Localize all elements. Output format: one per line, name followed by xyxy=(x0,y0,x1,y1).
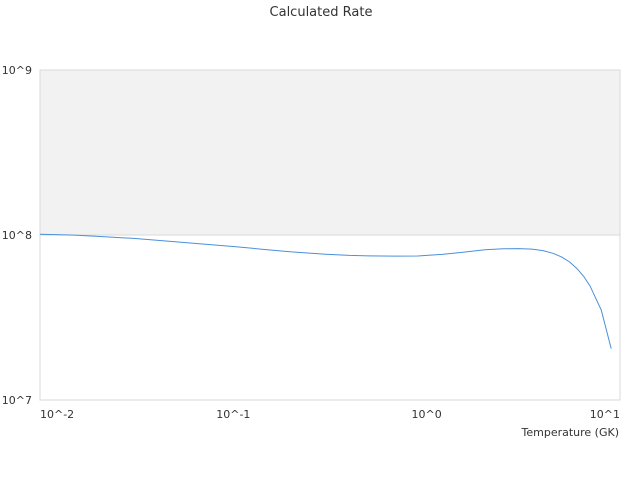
x-axis-label: Temperature (GK) xyxy=(521,426,620,439)
upper-decade-band xyxy=(40,70,620,235)
x-tick-labels: 10^-2 10^-1 10^0 10^1 xyxy=(40,408,620,421)
x-tick-label: 10^0 xyxy=(412,408,442,421)
y-tick-label: 10^7 xyxy=(2,394,32,407)
x-tick-label: 10^-2 xyxy=(40,408,74,421)
chart-title: Calculated Rate xyxy=(270,5,373,20)
plot-frame xyxy=(39,69,621,401)
x-tick-label: 10^-1 xyxy=(216,408,250,421)
y-tick-labels: 10^7 10^8 10^9 xyxy=(2,64,32,407)
y-tick-label: 10^8 xyxy=(2,229,32,242)
y-tick-label: 10^9 xyxy=(2,64,32,77)
series-line-rate xyxy=(39,233,612,349)
x-tick-label: 10^1 xyxy=(590,408,620,421)
